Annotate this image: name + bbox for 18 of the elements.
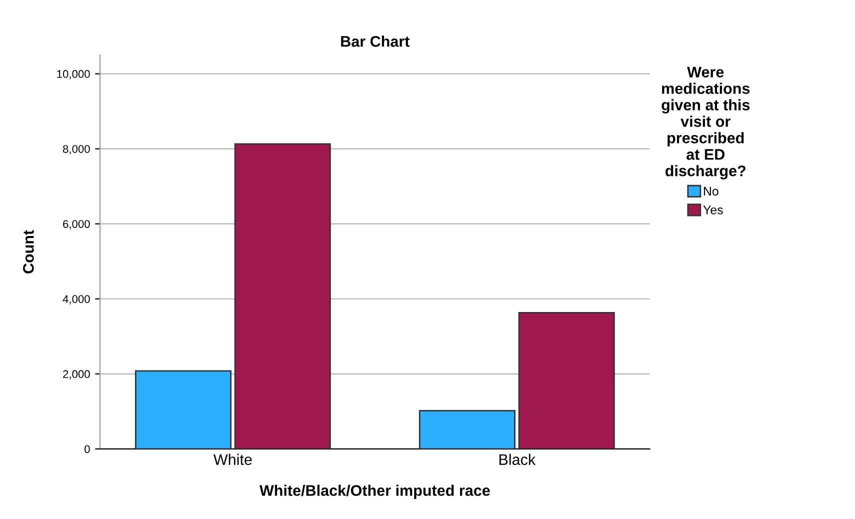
chart-title: Bar Chart	[341, 36, 410, 47]
y-tick-label: 6,000	[63, 220, 90, 230]
bar	[518, 312, 615, 449]
legend-label: No	[704, 186, 718, 196]
x-axis-title: White/Black/Other imputed race	[259, 484, 490, 499]
x-tick-label: White	[213, 454, 252, 466]
bar	[134, 370, 232, 449]
y-axis-title: Count	[23, 230, 34, 274]
legend-label: Yes	[703, 206, 723, 214]
bar	[418, 410, 516, 449]
y-tick-label: 0	[84, 445, 90, 454]
y-tick-label: 10,000	[57, 70, 90, 80]
legend-title: Were medications given at this visit or prescribed at ED discharge?	[662, 66, 750, 180]
y-tick-label: 2,000	[63, 370, 90, 380]
y-tick-label: 4,000	[62, 295, 90, 304]
y-tick-label: 8,000	[62, 145, 90, 154]
bar	[234, 143, 331, 449]
x-tick-label: Black	[499, 454, 536, 466]
